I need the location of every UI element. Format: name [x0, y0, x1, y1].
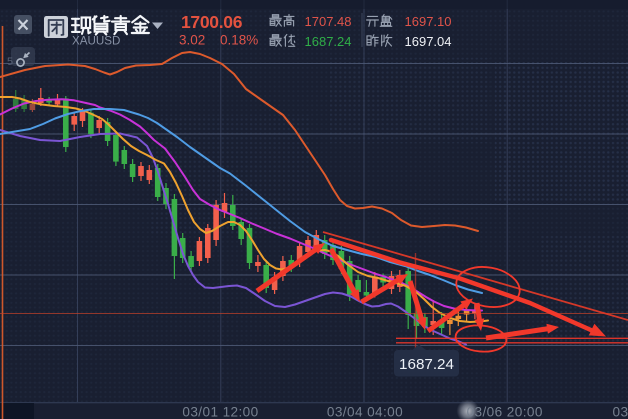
- svg-text:03/04 04:00: 03/04 04:00: [327, 405, 403, 419]
- svg-text:03/08: 03/08: [613, 405, 628, 419]
- svg-text:5: 5: [7, 56, 13, 68]
- svg-text:03/06 20:00: 03/06 20:00: [467, 405, 543, 419]
- svg-text:3.02: 3.02: [179, 33, 205, 48]
- svg-text:0.18%: 0.18%: [220, 33, 258, 48]
- svg-text:03/01 12:00: 03/01 12:00: [182, 405, 258, 419]
- svg-text:1700.06: 1700.06: [181, 12, 243, 32]
- svg-text:1687.24: 1687.24: [305, 34, 352, 49]
- svg-text:1697.10: 1697.10: [405, 14, 452, 29]
- svg-text:XAUUSD: XAUUSD: [72, 35, 120, 48]
- svg-text:1687.24: 1687.24: [399, 356, 454, 373]
- svg-text:1697.04: 1697.04: [405, 34, 452, 49]
- svg-text:1707.48: 1707.48: [305, 14, 352, 29]
